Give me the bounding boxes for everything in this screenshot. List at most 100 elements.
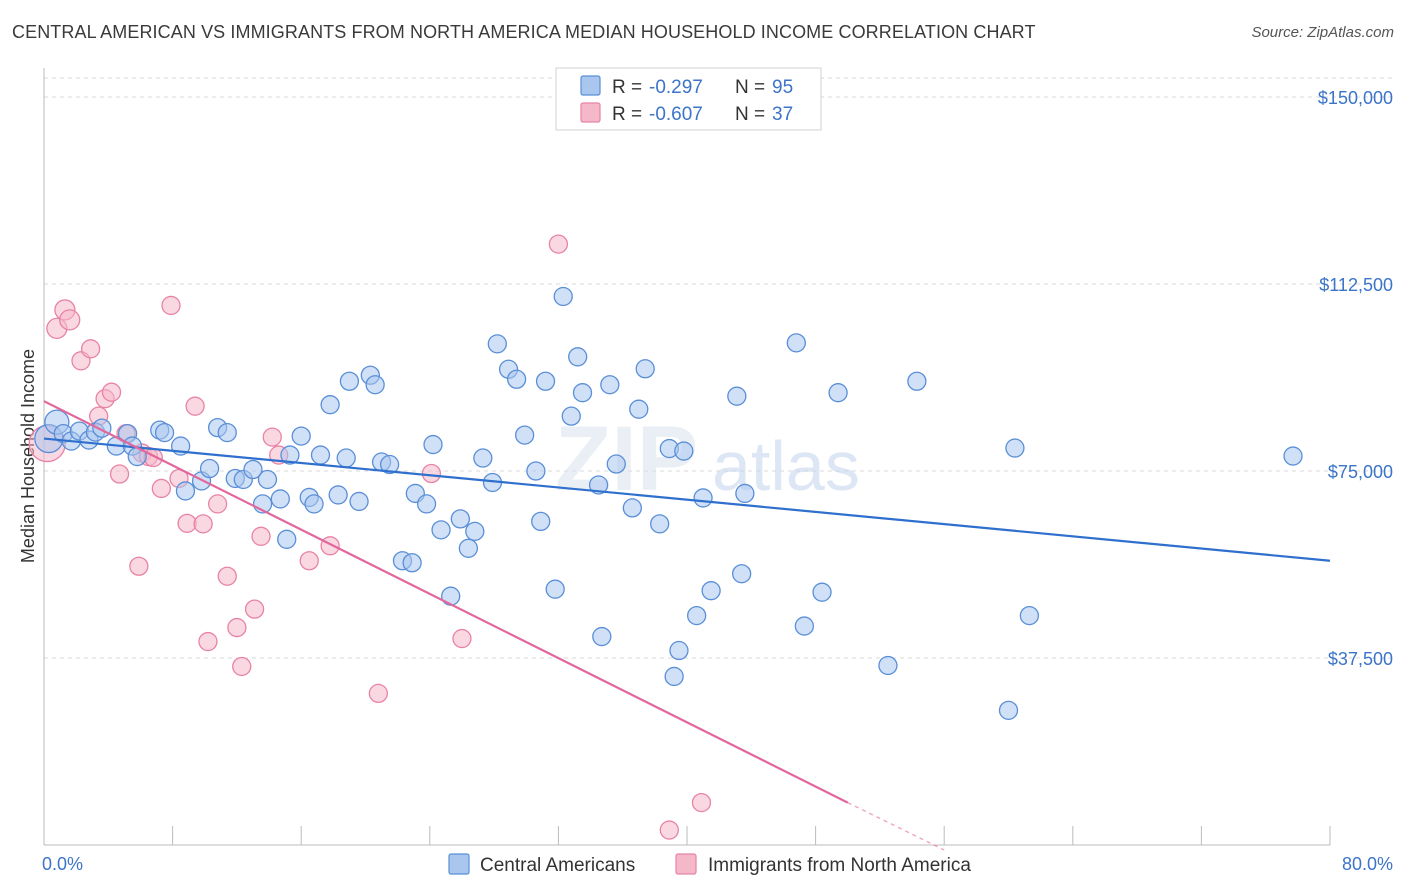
point-central-american — [693, 488, 713, 508]
point-immigrant-north-america — [452, 628, 472, 649]
point-central-american — [600, 375, 620, 395]
trend-lines — [43, 400, 1331, 851]
bottom-legend-label-pink: Immigrants from North America — [708, 855, 971, 876]
point-central-american — [1005, 438, 1025, 458]
point-central-american — [1019, 605, 1040, 626]
bottom-legend-swatch-pink — [675, 853, 697, 875]
point-central-american — [277, 529, 297, 549]
series-central-americans-points — [34, 286, 1303, 721]
point-immigrant-north-america — [299, 551, 319, 571]
point-central-american — [217, 422, 237, 443]
y-axis-label: Median Household Income — [18, 349, 38, 563]
point-central-american — [701, 581, 721, 601]
point-central-american — [686, 605, 707, 626]
point-central-american — [635, 359, 655, 379]
point-immigrant-north-america — [368, 683, 389, 704]
point-central-american — [473, 448, 493, 468]
point-central-american — [243, 459, 263, 480]
point-central-american — [878, 655, 898, 676]
chart-title: CENTRAL AMERICAN VS IMMIGRANTS FROM NORT… — [12, 22, 1036, 42]
point-central-american — [320, 395, 340, 415]
x-tick-label-max: 80.0% — [1342, 854, 1393, 874]
y-tick-label: $112,500 — [1319, 275, 1393, 295]
point-central-american — [650, 514, 670, 534]
point-central-american — [441, 586, 461, 606]
bottom-legend: Central Americans Immigrants from North … — [448, 853, 971, 876]
point-central-american — [732, 564, 752, 584]
trend-line-pink — [43, 400, 849, 804]
point-central-american — [349, 491, 369, 512]
point-central-american — [379, 454, 400, 475]
point-central-american — [423, 434, 443, 455]
point-central-american — [175, 481, 196, 501]
point-central-american — [270, 489, 290, 509]
point-central-american — [280, 445, 300, 465]
legend-n-label: N = — [735, 104, 765, 125]
point-immigrant-north-america — [232, 656, 252, 677]
point-central-american — [339, 371, 360, 391]
point-immigrant-north-america — [151, 478, 171, 499]
legend-r-value-pink: -0.607 — [649, 104, 703, 125]
point-central-american — [506, 369, 527, 389]
legend: R = -0.297 N = 95 R = -0.607 N = 37 — [555, 67, 822, 131]
point-central-american — [588, 475, 609, 495]
point-central-american — [257, 469, 278, 490]
point-immigrant-north-america — [143, 447, 163, 468]
point-central-american — [402, 553, 422, 573]
point-central-american — [727, 386, 747, 406]
series-immigrants-points — [28, 234, 712, 840]
point-immigrant-north-america — [207, 494, 228, 514]
point-central-american — [786, 333, 806, 353]
point-immigrant-north-america — [193, 514, 213, 534]
point-central-american — [606, 454, 626, 474]
legend-r-label: R = — [612, 104, 642, 125]
point-central-american — [531, 511, 551, 532]
point-central-american — [416, 494, 437, 514]
point-central-american — [304, 494, 324, 514]
point-central-american — [514, 425, 535, 445]
watermark-atlas: atlas — [712, 427, 860, 505]
point-immigrant-north-america — [691, 792, 712, 813]
point-immigrant-north-america — [421, 463, 442, 484]
point-central-american — [291, 426, 311, 446]
y-tick-label: $75,000 — [1328, 462, 1393, 482]
point-central-american — [458, 538, 479, 558]
point-central-american — [526, 461, 546, 481]
x-tick-label-min: 0.0% — [42, 854, 83, 874]
point-central-american — [828, 383, 848, 403]
point-immigrant-north-america — [227, 617, 247, 638]
point-immigrant-north-america — [548, 234, 569, 254]
point-immigrant-north-america — [161, 295, 181, 316]
point-immigrant-north-america — [244, 599, 265, 619]
point-immigrant-north-america — [177, 513, 197, 534]
point-central-american — [465, 521, 485, 541]
point-immigrant-north-america — [109, 464, 130, 484]
legend-n-value-blue: 95 — [772, 77, 793, 98]
point-central-american — [674, 441, 694, 461]
point-central-american — [545, 579, 565, 599]
y-tick-labels: $37,500 $75,000 $112,500 $150,000 — [1318, 88, 1393, 669]
point-immigrant-north-america — [251, 526, 271, 546]
bottom-legend-label-blue: Central Americans — [480, 855, 635, 876]
x-tick-labels: 0.0% 80.0% — [42, 854, 1393, 874]
point-central-american — [794, 616, 814, 636]
point-central-american — [561, 406, 581, 426]
point-immigrant-north-america — [217, 566, 237, 586]
point-central-american — [553, 286, 573, 307]
source-label: Source: ZipAtlas.com — [1251, 24, 1394, 41]
point-central-american — [572, 383, 593, 403]
point-central-american — [669, 640, 689, 661]
trend-line-blue — [43, 437, 1331, 562]
legend-r-value-blue: -0.297 — [649, 77, 703, 98]
point-central-american — [328, 485, 348, 505]
point-central-american — [664, 666, 684, 687]
bottom-legend-swatch-blue — [448, 853, 470, 875]
point-central-american — [622, 498, 642, 518]
point-immigrant-north-america — [320, 536, 340, 556]
point-central-american — [199, 458, 220, 479]
point-immigrant-north-america — [80, 339, 101, 359]
point-central-american — [1283, 446, 1303, 466]
point-central-american — [907, 371, 927, 391]
grid-lines — [44, 77, 1395, 659]
